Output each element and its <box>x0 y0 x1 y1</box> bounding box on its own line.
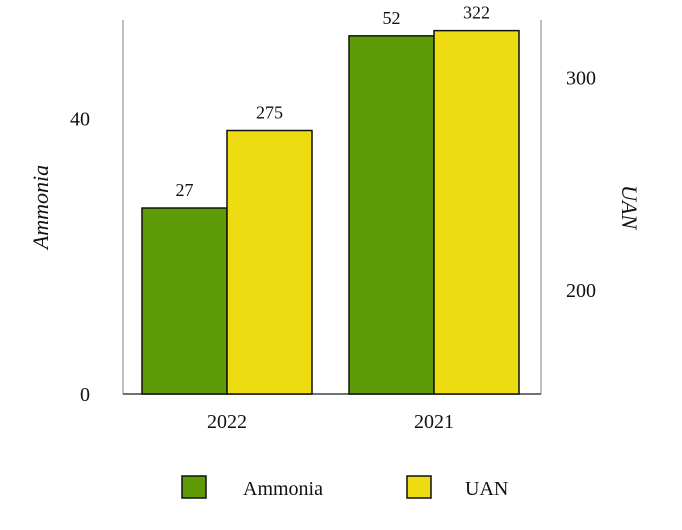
right-y-tick-label: 300 <box>566 67 596 89</box>
bar-ammonia-2021 <box>348 35 435 395</box>
right-axis-title: UAN <box>617 185 642 230</box>
x-ticks: 2022 2021 <box>207 411 454 433</box>
right-y-ticks: 200 300 <box>566 67 596 302</box>
legend: Ammonia UAN <box>181 475 508 500</box>
bars <box>141 29 520 395</box>
right-y-tick-label: 200 <box>566 280 596 302</box>
bar-ammonia-2022 <box>141 207 228 395</box>
left-y-tick-label: 40 <box>70 108 90 130</box>
bar-uan-2021 <box>433 29 520 395</box>
data-label-ammonia-2022: 27 <box>176 180 194 200</box>
data-label-ammonia-2021: 52 <box>383 8 401 28</box>
left-y-ticks: 0 40 <box>70 108 90 406</box>
data-label-uan-2022: 275 <box>256 103 283 123</box>
legend-label-uan: UAN <box>465 478 508 500</box>
bar-uan-2022 <box>226 129 313 395</box>
x-tick-label-2022: 2022 <box>207 411 247 433</box>
left-axis-title: Ammonia <box>28 165 53 251</box>
data-labels: 27 275 52 322 <box>176 3 491 200</box>
legend-swatch-ammonia <box>181 475 207 499</box>
x-tick-label-2021: 2021 <box>414 411 454 433</box>
data-label-uan-2021: 322 <box>463 3 490 23</box>
left-y-tick-label: 0 <box>80 384 90 406</box>
legend-swatch-uan <box>406 475 432 499</box>
legend-label-ammonia: Ammonia <box>243 478 323 500</box>
